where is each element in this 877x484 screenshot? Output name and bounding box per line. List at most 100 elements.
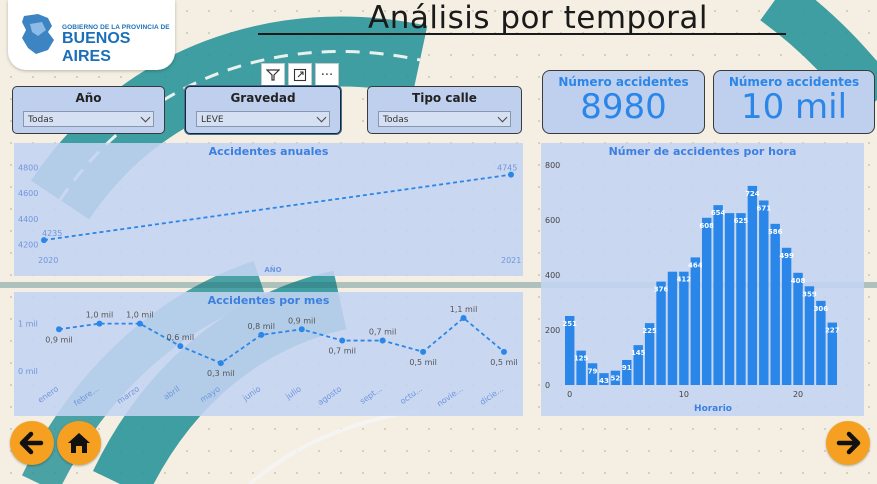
year-dropdown[interactable]: Todas	[23, 111, 154, 127]
monthly-series-line	[58, 316, 505, 365]
more-options-icon[interactable]: ···	[315, 63, 339, 87]
data-label: 0,9 mil	[288, 316, 316, 325]
yearly-chart-panel[interactable]: Accidentes anuales 4200 4400 4600 4800 4235 2…	[14, 143, 523, 276]
data-point	[177, 343, 184, 350]
data-label: 408	[791, 277, 806, 285]
data-label: 499	[779, 252, 794, 260]
kpi-accidents-total: Número accidentes 10 mil	[713, 70, 875, 134]
data-label: 0,8 mil	[248, 322, 276, 331]
hour-bar	[759, 200, 769, 385]
data-label: 0,3 mil	[207, 369, 235, 378]
data-label: 52	[611, 375, 621, 383]
page-title: Análisis por temporal	[368, 0, 709, 36]
y-tick-label: 4800	[18, 164, 38, 173]
slicer-street-type-label: Tipo calle	[412, 91, 477, 105]
hour-bar	[804, 286, 815, 385]
hour-bar	[793, 272, 803, 385]
street-type-dropdown-value: Todas	[383, 115, 409, 125]
x-tick-label: sept...	[358, 384, 384, 406]
x-tick-label: dicie...	[478, 384, 505, 407]
hourly-chart-panel[interactable]: Númer de accidentes por hora 0 200 400 600 8…	[541, 143, 864, 416]
hour-bar	[770, 223, 780, 385]
back-button[interactable]	[10, 421, 54, 465]
monthly-chart-panel[interactable]: Accidentes por mes 1 mil 0 mil 0,9 mil ener…	[14, 292, 523, 416]
data-point	[339, 337, 346, 344]
data-label: 608	[699, 222, 714, 230]
data-point	[508, 171, 514, 178]
hour-bar	[747, 185, 758, 385]
x-tick-label: 2021	[501, 256, 521, 265]
next-button[interactable]	[826, 421, 870, 465]
hour-bar	[679, 271, 689, 385]
home-icon	[68, 433, 90, 453]
hour-bar	[827, 322, 837, 385]
data-label: 586	[768, 228, 783, 236]
kpi-accidents-total-label: Número accidentes	[728, 75, 860, 89]
x-tick-label: 0	[567, 390, 572, 399]
hour-bar	[644, 323, 655, 385]
data-point	[96, 320, 103, 327]
title-underline	[258, 33, 786, 35]
data-point	[258, 331, 265, 338]
data-label: 251	[562, 320, 577, 328]
data-label: 227	[825, 327, 840, 335]
x-tick-label: mayo	[199, 384, 223, 404]
x-tick-label: julio	[283, 384, 303, 402]
x-tick-label: marzo	[115, 384, 141, 406]
severity-dropdown[interactable]: LEVE	[196, 111, 330, 127]
hour-bar	[587, 363, 598, 385]
year-dropdown-value: Todas	[28, 115, 54, 125]
province-map-icon	[22, 14, 54, 54]
slicer-street-type: Tipo calle Todas	[367, 86, 522, 134]
hour-bar	[724, 213, 735, 385]
data-label: 225	[642, 327, 657, 335]
filter-icon[interactable]	[261, 63, 285, 87]
visual-toolbar: ···	[261, 63, 339, 87]
x-axis-label: AÑO	[264, 265, 281, 274]
hour-bar	[633, 345, 643, 385]
data-point	[379, 337, 386, 344]
logo-line1: GOBIERNO DE LA PROVINCIA DE	[62, 24, 170, 31]
y-tick-label: 1 mil	[18, 320, 38, 329]
hour-bar	[781, 247, 792, 385]
data-label: 0,5 mil	[409, 358, 437, 367]
hour-bar	[690, 257, 700, 385]
y-tick-label: 4200	[18, 241, 38, 250]
slicer-severity: Gravedad LEVE	[185, 86, 341, 134]
chevron-down-icon	[140, 112, 151, 123]
data-label: 79	[588, 367, 598, 375]
kpi-accidents-total-value: 10 mil	[740, 87, 848, 127]
y-tick-label: 600	[545, 216, 560, 225]
y-tick-label: 0	[545, 381, 550, 390]
y-tick-label: 400	[545, 271, 560, 280]
data-label: 412	[677, 276, 692, 284]
data-label: 4745	[497, 164, 517, 173]
arrow-right-icon	[836, 431, 861, 455]
x-axis-label: Horario	[694, 404, 732, 414]
data-label: 654	[711, 209, 726, 217]
street-type-dropdown[interactable]: Todas	[378, 111, 511, 127]
data-label: 671	[756, 204, 771, 212]
hour-bar	[816, 300, 826, 385]
hour-bar	[656, 281, 666, 385]
data-label: 0,7 mil	[328, 347, 356, 356]
data-point	[217, 360, 224, 367]
data-point	[136, 320, 143, 327]
y-tick-label: 0 mil	[18, 367, 38, 376]
data-label: 43	[599, 377, 609, 385]
monthly-line-chart: 1 mil 0 mil 0,9 mil enero 1,0 mil febre... 1,0…	[18, 305, 518, 409]
home-button[interactable]	[57, 421, 101, 465]
slicer-severity-label: Gravedad	[230, 91, 296, 105]
yearly-line-chart: 4200 4400 4600 4800 4235 2020 4745 2021 AÑO	[18, 164, 521, 274]
data-label: 1,1 mil	[450, 305, 478, 314]
slicer-year-label: Año	[75, 91, 102, 105]
hour-bar	[622, 359, 632, 385]
hour-bar	[702, 217, 712, 385]
y-tick-label: 200	[545, 326, 560, 335]
data-label: 125	[574, 355, 589, 363]
hourly-chart-title: Númer de accidentes por hora	[608, 145, 797, 158]
x-tick-label: 20	[793, 390, 803, 399]
focus-mode-icon[interactable]	[288, 63, 312, 87]
monthly-chart-title: Accidentes por mes	[207, 294, 330, 307]
data-point	[56, 326, 62, 333]
